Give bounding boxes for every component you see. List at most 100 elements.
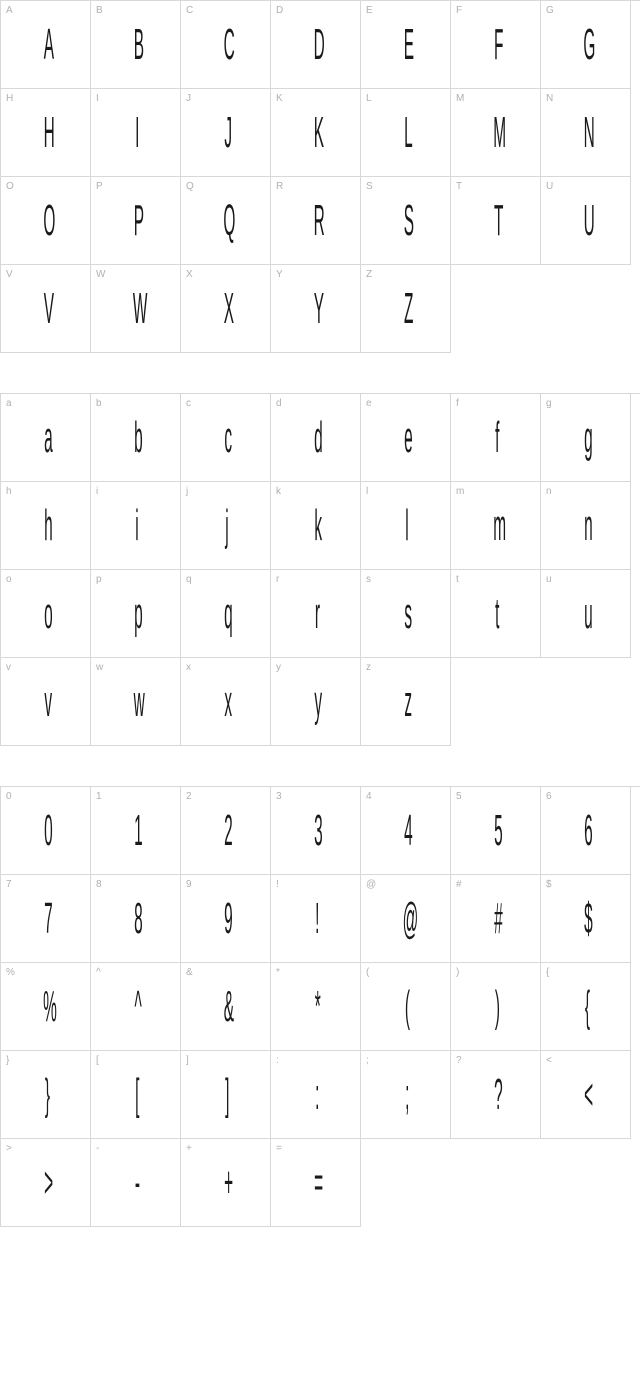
glyph-cell: HH <box>1 89 91 177</box>
glyph-cell: gg <box>541 394 631 482</box>
glyph-display: K <box>313 111 323 155</box>
glyph-cell: ?? <box>451 1051 541 1139</box>
glyph-display: - <box>134 1161 139 1205</box>
glyph-cell: 88 <box>91 875 181 963</box>
glyph-cell: JJ <box>181 89 271 177</box>
glyph-display: # <box>494 897 503 941</box>
glyph-cell: ** <box>271 963 361 1051</box>
glyph-cell: EE <box>361 1 451 89</box>
glyph-display: d <box>314 416 323 460</box>
glyph-key-label: 9 <box>186 879 192 890</box>
glyph-display: H <box>43 111 54 155</box>
glyph-cell: zz <box>361 658 451 746</box>
glyph-display: [ <box>135 1073 139 1117</box>
glyph-display: ] <box>225 1073 229 1117</box>
glyph-cell-empty <box>361 1139 451 1227</box>
glyph-key-label: < <box>546 1055 552 1066</box>
glyph-cell: == <box>271 1139 361 1227</box>
glyph-display: 2 <box>224 809 233 853</box>
glyph-key-label: A <box>6 5 13 16</box>
glyph-display: x <box>224 680 232 724</box>
glyph-cell: XX <box>181 265 271 353</box>
glyph-display: i <box>135 504 138 548</box>
glyph-cell: jj <box>181 482 271 570</box>
glyph-cell: ^^ <box>91 963 181 1051</box>
glyph-cell: @@ <box>361 875 451 963</box>
glyph-display: * <box>314 985 320 1029</box>
glyph-cell: bb <box>91 394 181 482</box>
glyph-cell: 44 <box>361 787 451 875</box>
glyph-cell: ]] <box>181 1051 271 1139</box>
glyph-key-label: H <box>6 93 13 104</box>
glyph-key-label: Q <box>186 181 194 192</box>
glyph-cell: VV <box>1 265 91 353</box>
glyph-display: t <box>495 592 499 636</box>
glyph-key-label: * <box>276 967 280 978</box>
glyph-cell: SS <box>361 177 451 265</box>
glyph-key-label: z <box>366 662 371 673</box>
glyph-cell: WW <box>91 265 181 353</box>
glyph-cell: ll <box>361 482 451 570</box>
glyph-display: O <box>43 199 55 243</box>
glyph-display: 5 <box>494 809 503 853</box>
glyph-display: ) <box>494 985 499 1029</box>
glyph-key-label: i <box>96 486 98 497</box>
section-lowercase: aabbccddeeffgghhiijjkkllmmnnooppqqrrsstt… <box>0 393 640 746</box>
glyph-display: U <box>583 199 594 243</box>
glyph-key-label: : <box>276 1055 279 1066</box>
glyph-key-label: a <box>6 398 12 409</box>
glyph-cell: rr <box>271 570 361 658</box>
glyph-key-label: U <box>546 181 553 192</box>
glyph-cell: BB <box>91 1 181 89</box>
glyph-display: { <box>584 985 589 1029</box>
glyph-key-label: J <box>186 93 191 104</box>
glyph-cell: ++ <box>181 1139 271 1227</box>
glyph-key-label: # <box>456 879 462 890</box>
glyph-cell: MM <box>451 89 541 177</box>
glyph-key-label: 4 <box>366 791 372 802</box>
glyph-key-label: ! <box>276 879 279 890</box>
glyph-cell: $$ <box>541 875 631 963</box>
glyph-cell: vv <box>1 658 91 746</box>
glyph-display: u <box>584 592 593 636</box>
glyph-display: 7 <box>44 897 53 941</box>
glyph-display: e <box>404 416 413 460</box>
glyph-display: % <box>43 985 57 1029</box>
glyph-display: = <box>314 1161 323 1205</box>
glyph-cell: KK <box>271 89 361 177</box>
glyph-display: j <box>225 504 228 548</box>
glyph-key-label: { <box>546 967 549 978</box>
glyph-display: v <box>44 680 52 724</box>
glyph-display: q <box>224 592 233 636</box>
glyph-key-label: V <box>6 269 13 280</box>
glyph-cell: 99 <box>181 875 271 963</box>
glyph-cell: tt <box>451 570 541 658</box>
glyph-cell: CC <box>181 1 271 89</box>
glyph-cell: pp <box>91 570 181 658</box>
glyph-cell: ## <box>451 875 541 963</box>
glyph-key-label: = <box>276 1143 282 1154</box>
glyph-display: g <box>584 416 593 460</box>
glyph-cell: (( <box>361 963 451 1051</box>
glyph-display: D <box>313 23 324 67</box>
glyph-key-label: n <box>546 486 552 497</box>
glyph-display: a <box>44 416 53 460</box>
glyph-cell: kk <box>271 482 361 570</box>
glyph-cell-empty <box>451 265 541 353</box>
glyph-display: c <box>224 416 232 460</box>
glyph-key-label: @ <box>366 879 376 890</box>
glyph-cell: !! <box>271 875 361 963</box>
glyph-cell: DD <box>271 1 361 89</box>
glyph-key-label: h <box>6 486 12 497</box>
glyph-display: I <box>135 111 139 155</box>
glyph-cell-empty <box>541 265 631 353</box>
glyph-display: 9 <box>224 897 233 941</box>
glyph-key-label: K <box>276 93 283 104</box>
glyph-cell: %% <box>1 963 91 1051</box>
glyph-display: r <box>314 592 319 636</box>
glyph-key-label: w <box>96 662 103 673</box>
glyph-display: : <box>315 1073 319 1117</box>
glyph-key-label: Z <box>366 269 372 280</box>
glyph-cell: 11 <box>91 787 181 875</box>
glyph-display: & <box>223 985 233 1029</box>
